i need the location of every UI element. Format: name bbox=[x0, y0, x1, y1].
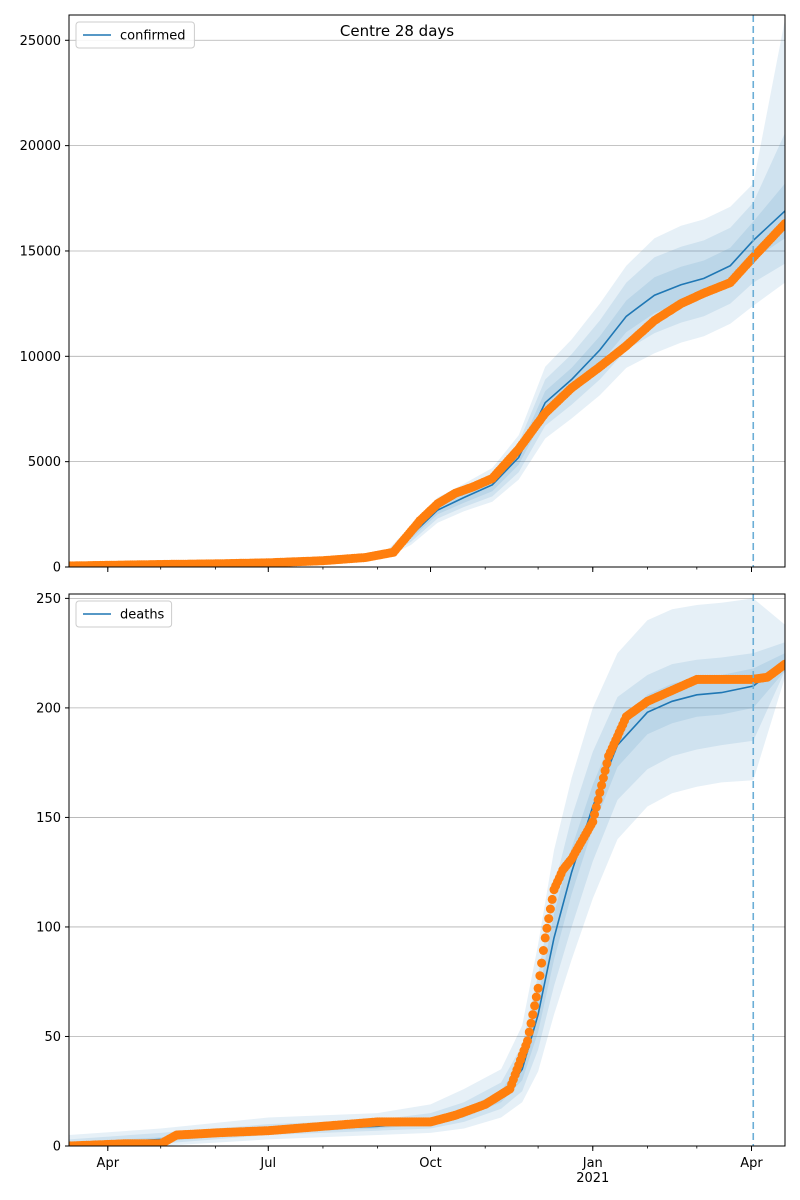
legend-box bbox=[75, 21, 195, 49]
y-tick-label: 0 bbox=[53, 561, 61, 576]
x-tick-label: Jan bbox=[582, 1156, 603, 1171]
plot-frame bbox=[68, 14, 786, 568]
observed-point bbox=[591, 802, 601, 812]
plot-area bbox=[69, 19, 785, 567]
observed-point bbox=[540, 933, 550, 943]
observed-point bbox=[588, 817, 598, 827]
observed-point bbox=[544, 914, 554, 924]
uncertainty-band-3 bbox=[69, 19, 785, 567]
observed-point bbox=[524, 1027, 534, 1037]
deaths-panel: 0 50 100 150 200 250 Apr Jul Oct Jan Apr 2021 deaths bbox=[36, 592, 786, 1186]
observed-point bbox=[542, 923, 552, 933]
observed-point bbox=[533, 983, 543, 993]
observed-point bbox=[537, 958, 547, 968]
y-tick-label: 10000 bbox=[20, 350, 61, 365]
y-tick-label: 100 bbox=[36, 920, 61, 935]
plot-frame bbox=[68, 593, 786, 1147]
confirmed-panel: 0 5000 10000 15000 20000 25000 confirmed bbox=[20, 14, 786, 576]
observed-point bbox=[538, 946, 548, 955]
observed-point bbox=[530, 1001, 540, 1011]
observed-point bbox=[523, 1036, 532, 1046]
observed-point bbox=[531, 992, 541, 1002]
figure-title: Centre 28 days bbox=[340, 22, 454, 40]
legend-box bbox=[75, 600, 173, 628]
observed-point bbox=[595, 788, 605, 798]
x-year-label: 2021 bbox=[576, 1171, 609, 1186]
x-tick-label: Jul bbox=[259, 1156, 276, 1171]
y-tick-label: 200 bbox=[36, 701, 61, 716]
observed-point bbox=[600, 766, 610, 776]
y-tick-label: 50 bbox=[44, 1030, 61, 1045]
observed-point bbox=[535, 971, 545, 981]
legend-label: deaths bbox=[120, 608, 165, 623]
y-tick-label: 5000 bbox=[28, 455, 61, 470]
observed-point bbox=[545, 904, 555, 914]
observed-point bbox=[598, 773, 608, 783]
y-tick-label: 20000 bbox=[20, 139, 61, 154]
observed-point bbox=[602, 758, 612, 768]
legend-label: confirmed bbox=[120, 29, 186, 44]
x-tick-label: Apr bbox=[97, 1156, 120, 1171]
y-tick-label: 15000 bbox=[20, 244, 61, 259]
observed-point bbox=[780, 219, 785, 229]
observed-point bbox=[590, 810, 599, 819]
x-tick-label: Oct bbox=[419, 1156, 441, 1171]
y-tick-label: 150 bbox=[36, 811, 61, 826]
y-tick-label: 250 bbox=[36, 592, 61, 607]
x-tick-label: Apr bbox=[740, 1156, 763, 1171]
observed-point bbox=[526, 1018, 536, 1028]
observed-point bbox=[780, 659, 785, 669]
y-tick-label: 25000 bbox=[20, 34, 61, 49]
observed-point bbox=[593, 795, 603, 805]
y-tick-label: 0 bbox=[53, 1140, 61, 1155]
observed-point bbox=[547, 894, 557, 904]
observed-point bbox=[528, 1010, 538, 1020]
observed-point bbox=[597, 780, 607, 790]
plot-area bbox=[69, 598, 785, 1146]
uncertainty-band-3 bbox=[69, 598, 785, 1146]
